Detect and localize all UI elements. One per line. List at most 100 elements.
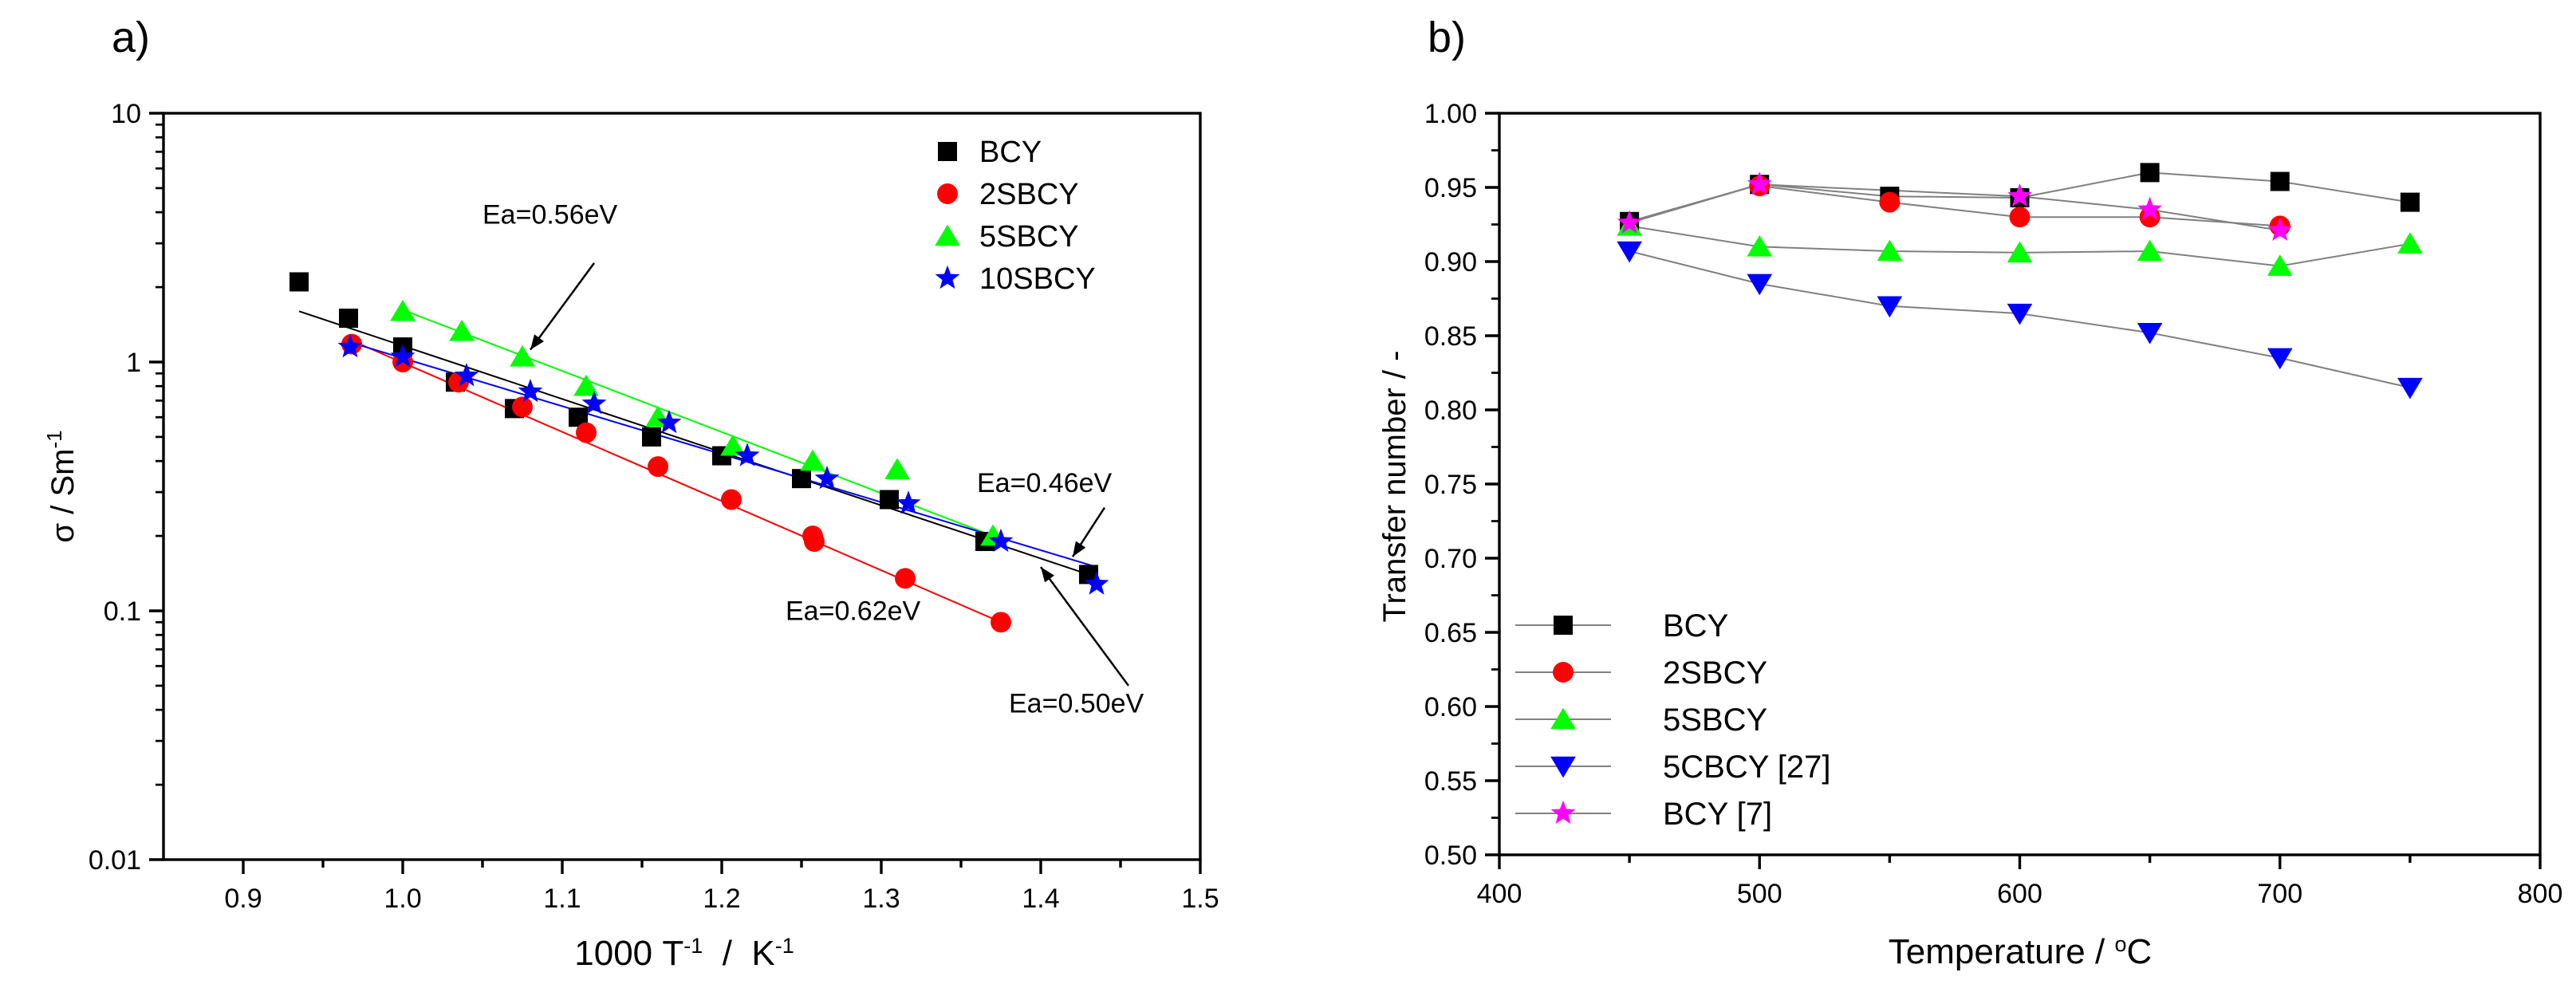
x-axis-label: 1000 T-1 / K-1 [574,934,794,973]
x-tick-label: 0.9 [224,884,262,914]
x-tick-label: 1.2 [703,884,740,914]
data-point [1747,171,1772,195]
legend-label: BCY [7] [1663,797,1772,832]
data-point [792,469,811,489]
legend-label: 5SBCY [979,220,1079,254]
series-line [1629,183,2280,231]
y-tick-label: 0.90 [1424,247,1477,278]
data-point [2397,377,2423,400]
annotation-arrow-line [529,262,596,351]
legend-label: 5CBCY [27] [1663,750,1831,785]
label-part: Temperature / [1889,932,2115,971]
x-tick-label: 600 [1997,879,2042,909]
legend-marker [935,224,960,246]
x-tick-label: 500 [1737,879,1782,909]
y-tick-label: 0.95 [1424,173,1477,203]
data-point [814,466,840,490]
legend-label: BCY [979,136,1042,169]
data-point [1084,571,1109,595]
data-point [518,379,543,403]
data-point [2007,183,2032,207]
data-point [390,344,416,368]
data-point [290,272,309,292]
data-point [2137,323,2163,344]
legend-marker [1553,662,1574,683]
legend-label: 10SBCY [979,262,1096,296]
data-point [988,528,1014,553]
legend-marker [1550,800,1576,825]
data-point [1877,296,1903,318]
legend-label: 2SBCY [1663,655,1767,691]
data-point [720,434,746,456]
data-point [2137,196,2162,220]
data-point [581,391,607,415]
legend-marker [937,183,958,204]
data-point [656,410,682,434]
annotation: Ea=0.50eV [1009,689,1144,719]
annotation-arrow-head [1073,541,1086,557]
fit-line [298,310,1089,576]
label-part: / K [703,934,774,973]
legend-label: 2SBCY [979,178,1079,211]
data-point [2140,163,2160,183]
data-point [642,427,661,447]
legend-marker [1550,756,1576,778]
data-point [1747,235,1773,257]
data-point [510,344,535,367]
label-part: 1000 T [574,934,683,973]
data-point [2400,192,2420,212]
superscript: -1 [42,430,66,448]
data-point [895,568,916,589]
data-point [576,422,597,443]
y-tick-label: 0.01 [89,845,141,876]
y-tick-label: 10 [111,99,141,129]
y-tick-label: 0.85 [1424,321,1477,352]
data-point [454,363,479,387]
data-point [2007,303,2033,325]
data-point [2009,207,2030,228]
legend-marker [938,142,957,161]
data-point [390,299,416,321]
y-tick-label: 0.65 [1424,618,1477,648]
data-point [573,374,599,396]
plot-frame [162,112,1202,861]
x-tick-label: 400 [1477,879,1522,909]
superscript: -1 [683,934,703,958]
y-axis-label: Transfer number / - [1377,351,1412,623]
panel-label: a) [112,14,150,61]
data-point [1617,210,1642,234]
x-tick-label: 800 [2518,879,2563,909]
x-tick-label: 1.5 [1181,884,1219,914]
data-point [1877,239,1903,262]
data-point [2137,239,2163,262]
annotation-arrow-head [1041,567,1055,583]
label-part: C [2126,932,2152,971]
data-point [2007,241,2033,263]
data-point [721,489,742,510]
y-axis-label: σ / Sm-1 [42,430,81,542]
annotation: Ea=0.46eV [977,468,1113,498]
x-tick-label: 700 [2257,879,2302,909]
annotation-arrow-line [1039,566,1130,687]
data-point [735,443,760,466]
x-tick-label: 1.3 [862,884,900,914]
panel-label: b) [1428,14,1466,61]
data-point [800,449,825,471]
data-point [2267,217,2293,241]
data-point [2397,232,2423,254]
data-point [339,309,358,329]
chart-b: 400 500 600 700 800 0.50 0.55 0.60 0.65 0.70 0.75 0… [1377,14,2562,971]
data-point [449,319,475,341]
data-point [648,456,668,478]
x-axis-label: Temperature / oC [1889,932,2153,971]
y-tick-label: 0.1 [104,596,141,627]
y-tick-label: 0.55 [1424,766,1477,797]
legend-marker [1550,707,1576,730]
y-tick-label: 0.75 [1424,470,1477,500]
y-tick-label: 0.60 [1424,692,1477,722]
data-point [1879,191,1900,213]
x-tick-label: 1.4 [1022,884,1059,914]
y-tick-label: 0.70 [1424,544,1477,574]
